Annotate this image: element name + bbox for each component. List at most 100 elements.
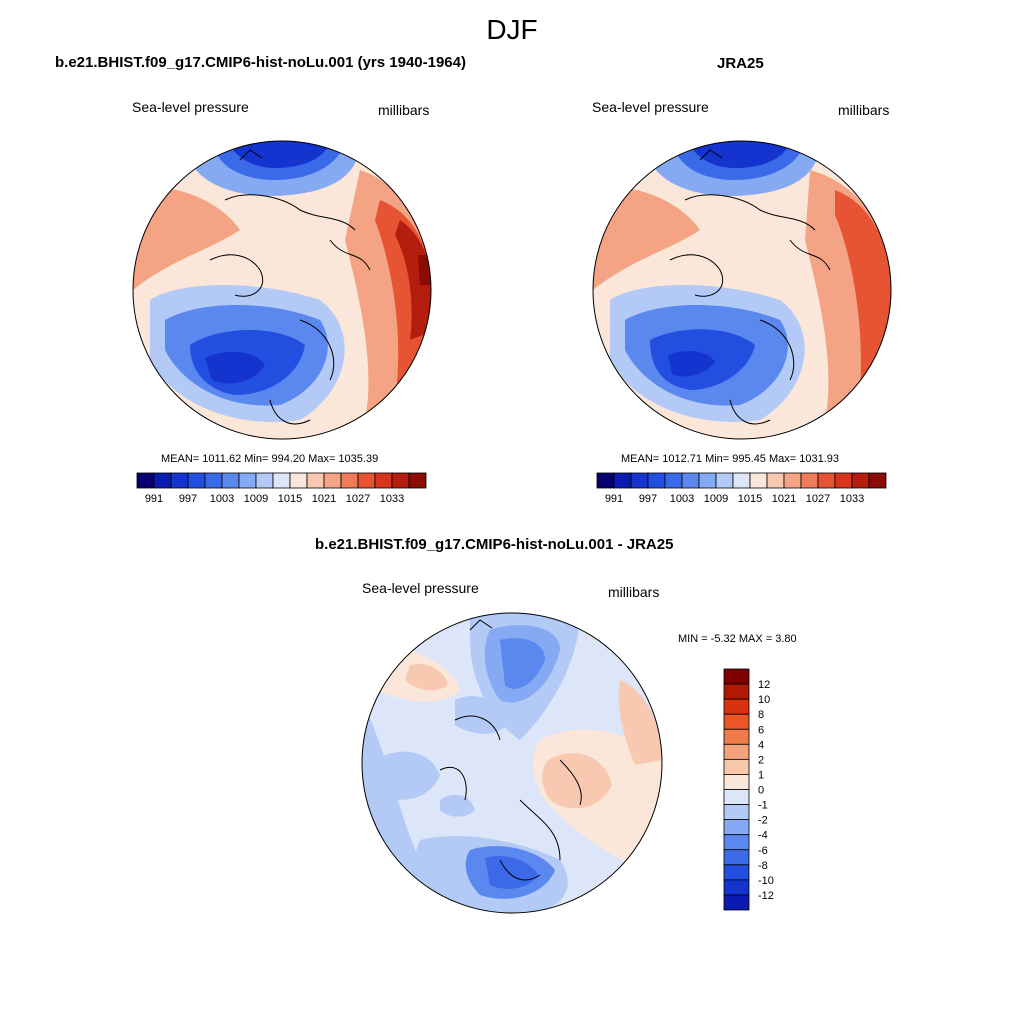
colorbar-panel1-swatch (408, 472, 427, 489)
colorbar-panel2-swatch (749, 472, 768, 489)
colorbar-panel2-swatch (596, 472, 615, 489)
panel3-units-label: millibars (608, 584, 660, 600)
colorbar-panel1-tick-label: 1033 (380, 493, 404, 505)
colorbar-panel2-swatch (868, 472, 887, 489)
colorbar-difference-swatch (723, 683, 750, 700)
colorbar-panel2-swatch (715, 472, 734, 489)
colorbar-difference-tick-label: -8 (758, 860, 768, 872)
colorbar-difference-swatch (723, 894, 750, 911)
colorbar-panel2-swatch (630, 472, 649, 489)
colorbar-panel2-tick-label: 1021 (772, 493, 796, 505)
colorbar-panel2-swatch (800, 472, 819, 489)
colorbar-panel1: 991 997 1003 1009 1015 1021 1027 1033 (136, 472, 427, 505)
colorbar-difference-tick-label: 6 (758, 724, 764, 736)
colorbar-panel1-swatch (255, 472, 274, 489)
colorbar-panel1-swatch (204, 472, 223, 489)
colorbar-difference-tick-label: 2 (758, 754, 764, 766)
colorbar-panel1-swatch (289, 472, 308, 489)
panel3-variable-label: Sea-level pressure (362, 580, 479, 596)
colorbar-panel2-swatch (834, 472, 853, 489)
colorbar-panel2-swatch (613, 472, 632, 489)
colorbar-difference-tick-label: -6 (758, 845, 768, 857)
colorbar-difference-tick-label: 10 (758, 694, 770, 706)
colorbar-panel2-tick-label: 991 (605, 493, 623, 505)
colorbar-difference-swatch (723, 668, 750, 685)
colorbar-difference-tick-label: -4 (758, 830, 768, 842)
colorbar-panel2-swatch (817, 472, 836, 489)
colorbar-panel1-tick-label: 1021 (312, 493, 336, 505)
colorbar-panel2-tick-label: 1027 (806, 493, 830, 505)
map-model-slp (132, 140, 432, 440)
colorbar-difference-swatch (723, 789, 750, 805)
panel1-stats: MEAN= 1011.62 Min= 994.20 Max= 1035.39 (161, 453, 379, 465)
colorbar-difference-swatch (723, 774, 750, 790)
colorbar-panel2-swatch (783, 472, 802, 489)
colorbar-difference-swatch (723, 879, 750, 896)
colorbar-panel1-tick-label: 1027 (346, 493, 370, 505)
colorbar-panel2-swatch (681, 472, 700, 489)
colorbar-panel1-swatch (136, 472, 155, 489)
colorbar-difference-tick-label: 8 (758, 709, 764, 721)
panel3-title: b.e21.BHIST.f09_g17.CMIP6-hist-noLu.001 … (315, 536, 674, 553)
colorbar-panel2-swatch (647, 472, 666, 489)
colorbar-panel1-swatch (170, 472, 189, 489)
colorbar-panel1-swatch (374, 472, 393, 489)
colorbar-difference-swatch (723, 864, 750, 881)
colorbar-difference-tick-label: 0 (758, 785, 764, 797)
colorbar-panel2-tick-label: 1015 (738, 493, 762, 505)
panel2-title: JRA25 (717, 55, 764, 72)
panel2-units-label: millibars (838, 102, 890, 118)
colorbar-difference-tick-label: 12 (758, 679, 770, 691)
colorbar-difference-tick-label: -10 (758, 875, 774, 887)
panel1-units-label: millibars (378, 102, 430, 118)
colorbar-panel1-tick-label: 1003 (210, 493, 234, 505)
colorbar-difference-swatch (723, 849, 750, 866)
colorbar-panel1-swatch (357, 472, 376, 489)
figure-title: DJF (486, 14, 538, 45)
colorbar-difference-swatch (723, 713, 750, 730)
colorbar-panel2-swatch (664, 472, 683, 489)
colorbar-panel2-tick-label: 1009 (704, 493, 728, 505)
colorbar-panel2-swatch (732, 472, 751, 489)
colorbar-panel2-swatch (766, 472, 785, 489)
colorbar-panel2: 991 997 1003 1009 1015 1021 1027 1033 (596, 472, 887, 505)
colorbar-difference-tick-label: -1 (758, 800, 768, 812)
colorbar-panel1-swatch (221, 472, 240, 489)
colorbar-difference-swatch (723, 728, 750, 745)
colorbar-panel1-tick-label: 1009 (244, 493, 268, 505)
panel2-stats: MEAN= 1012.71 Min= 995.45 Max= 1031.93 (621, 453, 840, 465)
colorbar-panel1-swatch (153, 472, 172, 489)
colorbar-panel1-swatch (238, 472, 257, 489)
colorbar-panel1-swatch (187, 472, 206, 489)
colorbar-difference-swatch (723, 819, 750, 836)
colorbar-panel1-swatch (323, 472, 342, 489)
colorbar-panel1-tick-label: 1015 (278, 493, 302, 505)
colorbar-difference-swatch (723, 758, 750, 775)
colorbar-difference-swatch (723, 698, 750, 715)
map-jra25-slp (592, 140, 892, 440)
colorbar-difference-tick-label: -12 (758, 890, 774, 902)
colorbar-panel2-swatch (851, 472, 870, 489)
colorbar-difference-swatch (723, 834, 750, 851)
panel2-variable-label: Sea-level pressure (592, 99, 709, 115)
colorbar-panel2-swatch (698, 472, 717, 489)
colorbar-difference-tick-label: 4 (758, 739, 764, 751)
colorbar-difference-tick-label: 1 (758, 769, 764, 781)
colorbar-difference-swatch (723, 804, 750, 821)
colorbar-difference-tick-label: -2 (758, 815, 768, 827)
colorbar-panel1-swatch (391, 472, 410, 489)
panel3-stats: MIN = -5.32 MAX = 3.80 (678, 633, 797, 645)
colorbar-panel1-swatch (272, 472, 291, 489)
panel1-title: b.e21.BHIST.f09_g17.CMIP6-hist-noLu.001 … (55, 54, 466, 71)
colorbar-difference-swatch (723, 743, 750, 760)
colorbar-panel1-swatch (306, 472, 325, 489)
colorbar-panel1-tick-label: 997 (179, 493, 197, 505)
map-difference-slp (361, 612, 663, 914)
colorbar-panel1-swatch (340, 472, 359, 489)
panel1-variable-label: Sea-level pressure (132, 99, 249, 115)
colorbar-panel1-tick-label: 991 (145, 493, 163, 505)
colorbar-panel2-tick-label: 1033 (840, 493, 864, 505)
colorbar-panel2-tick-label: 1003 (670, 493, 694, 505)
